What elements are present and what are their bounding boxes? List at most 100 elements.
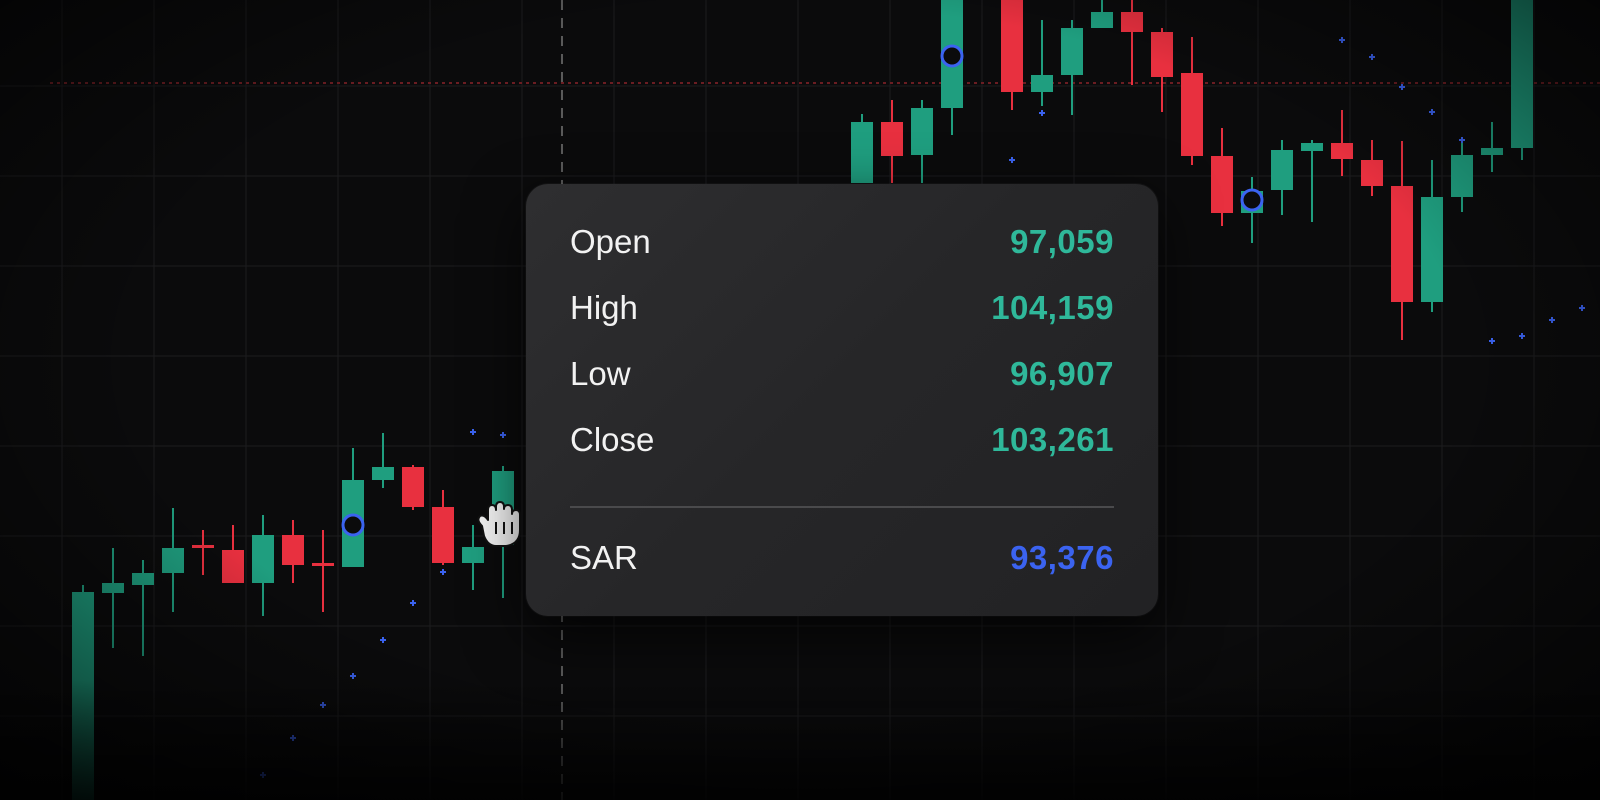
high-label: High [570,289,638,326]
candle-body [1451,155,1473,197]
candle-body [222,550,244,583]
candle-body [1421,197,1443,302]
sar-dot [1489,338,1495,344]
open-value: 97,059 [1010,223,1114,260]
close-label: Close [570,421,655,458]
tooltip-row-close: Close 103,261 [570,418,1114,462]
candle [1481,122,1503,172]
sar-dot [1519,333,1525,339]
candle [222,525,244,583]
candle-body [432,507,454,563]
tooltip-row-low: Low 96,907 [570,352,1114,396]
sar-dot [440,569,446,575]
candle [1421,160,1443,312]
sar-dot [1339,37,1345,43]
candle-body [1061,28,1083,75]
sar-reversal-marker [940,44,964,68]
candle [1511,0,1533,160]
candle [1391,141,1413,340]
grab-hand-icon [470,500,526,550]
low-value: 96,907 [1010,355,1114,392]
candle-body [312,563,334,566]
sar-dot [1549,317,1555,323]
candle-body [1001,0,1023,92]
candle [1211,128,1233,226]
candle [1001,0,1023,110]
sar-dot [320,702,326,708]
candle-body [102,583,124,593]
sar-dot [1009,157,1015,163]
candle-body [911,108,933,155]
candle-body [1511,0,1533,148]
tooltip-row-open: Open 97,059 [570,220,1114,264]
candle-body [252,535,274,583]
sar-dot [1459,137,1465,143]
candle-body [132,573,154,585]
high-value: 104,159 [991,289,1114,326]
candle [1031,20,1053,106]
candle-body [1481,148,1503,155]
candle [102,548,124,648]
tooltip-row-high: High 104,159 [570,286,1114,330]
candle [1361,140,1383,196]
candle [342,448,364,567]
sar-dot [1039,110,1045,116]
candle [1301,140,1323,222]
close-value: 103,261 [991,421,1114,458]
candle [372,433,394,488]
candle-body [372,467,394,480]
candle [432,490,454,565]
candle [72,585,94,800]
candle-body [1031,75,1053,92]
sar-dot [410,600,416,606]
candle [252,515,274,616]
candle [1061,20,1083,115]
candle [1151,28,1173,112]
candle-body [881,122,903,156]
candle [132,560,154,656]
sar-dot [380,637,386,643]
sar-dot [1429,109,1435,115]
candle [192,530,214,575]
candle [911,100,933,183]
tooltip-row-sar: SAR 93,376 [570,536,1114,580]
candle-body [1121,12,1143,32]
candle [881,100,903,183]
sar-dot [290,735,296,741]
candle-body [1091,12,1113,28]
candle [1121,0,1143,85]
sar-reversal-marker [1240,188,1264,212]
candle-body [192,545,214,548]
tooltip-divider [570,506,1114,508]
candle-body [1151,32,1173,77]
sar-dot [260,772,266,778]
ohlc-tooltip: Open 97,059 High 104,159 Low 96,907 Clos… [526,184,1158,616]
candle-body [1301,143,1323,151]
candle [282,520,304,583]
candle-body [1211,156,1233,213]
candle [312,530,334,612]
candle-body [1391,186,1413,302]
open-label: Open [570,223,651,260]
sar-dot [500,432,506,438]
candle-body [72,592,94,800]
sar-dot [1399,84,1405,90]
candle [1181,37,1203,165]
candle [162,508,184,612]
candle-body [1331,143,1353,159]
sar-value: 93,376 [1010,539,1114,576]
candle-body [1271,150,1293,190]
candle-body [282,535,304,565]
candle-body [1361,160,1383,186]
sar-dot [1369,54,1375,60]
low-label: Low [570,355,631,392]
candle-body [851,122,873,183]
sar-label: SAR [570,539,638,576]
candle [851,114,873,183]
candle-body [162,548,184,573]
candle [1091,0,1113,28]
sar-dot [470,429,476,435]
sar-reversal-marker [341,513,365,537]
candle [1271,140,1293,215]
candle-body [1181,73,1203,156]
